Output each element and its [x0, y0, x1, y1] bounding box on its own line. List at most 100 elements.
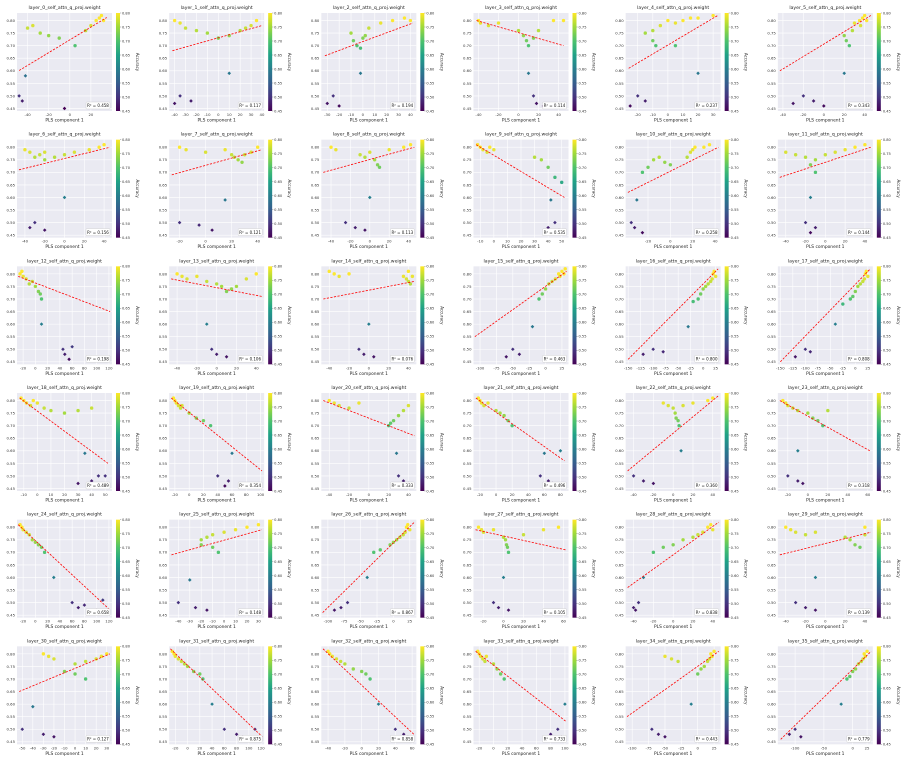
subplot: layer_34_self_attn_q_proj.weight0.450.50… — [615, 638, 748, 757]
y-tick-label: 0.65 — [615, 182, 624, 187]
data-point — [691, 299, 695, 304]
y-tick-label: 0.60 — [463, 322, 472, 327]
y-tick-label: 0.50 — [615, 473, 624, 478]
y-tick-label: 0.65 — [767, 689, 776, 694]
x-tick-label: 80 — [234, 745, 239, 750]
data-point — [57, 36, 61, 40]
data-point — [806, 411, 810, 415]
data-point — [709, 522, 713, 527]
x-tick-label: 40 — [520, 745, 525, 750]
data-point — [823, 153, 828, 157]
x-tick-label: 20 — [45, 619, 50, 624]
colorbar-tick-label: 0.80 — [426, 518, 435, 522]
data-point — [339, 605, 343, 610]
data-point — [205, 31, 210, 35]
data-point — [656, 732, 661, 737]
colorbar — [268, 13, 273, 111]
r2-box — [85, 355, 111, 363]
colorbar-tick-label: 0.45 — [579, 743, 587, 747]
y-tick-label: 0.75 — [463, 284, 472, 289]
colorbar-tick-label: 0.80 — [883, 138, 892, 142]
y-tick-label: 0.50 — [767, 727, 776, 732]
colorbar-tick-label: 0.45 — [883, 489, 891, 493]
colorbar-label: Accuracy — [896, 560, 901, 579]
y-tick-label: 0.45 — [159, 613, 168, 618]
y-tick-label: 0.60 — [615, 322, 624, 327]
data-point — [816, 418, 820, 423]
colorbar-tick-label: 0.70 — [274, 419, 283, 423]
y-tick-label: 0.80 — [159, 271, 168, 276]
colorbar — [116, 519, 120, 618]
colorbar-tick-label: 0.55 — [579, 208, 587, 212]
colorbar-tick-label: 0.75 — [883, 405, 891, 409]
data-point — [99, 13, 104, 18]
y-tick-label: 0.80 — [615, 525, 624, 530]
data-point — [52, 657, 56, 661]
colorbar-tick-label: 0.60 — [274, 321, 283, 325]
data-point — [368, 677, 372, 681]
y-tick-label: 0.70 — [463, 43, 472, 48]
subplot: layer_32_self_attn_q_proj.weight0.450.50… — [311, 638, 444, 757]
data-point — [63, 352, 67, 357]
data-point — [198, 672, 202, 676]
x-tick-label: 100 — [245, 745, 253, 750]
regression-line — [18, 146, 111, 171]
y-tick-label: 0.80 — [463, 18, 472, 23]
data-point — [390, 18, 395, 23]
y-tick-label: 0.45 — [767, 106, 776, 111]
colorbar-tick-label: 0.55 — [274, 715, 282, 719]
data-point — [189, 99, 193, 103]
data-point — [205, 279, 209, 284]
regression-line — [779, 146, 871, 178]
colorbar — [268, 646, 273, 745]
colorbar-tick-label: 0.50 — [274, 475, 283, 479]
r2-box — [238, 228, 263, 236]
data-point — [402, 16, 407, 20]
y-tick-label: 0.80 — [159, 525, 168, 530]
colorbar-tick-label: 0.60 — [122, 574, 131, 578]
y-tick-label: 0.45 — [311, 739, 320, 744]
colorbar-tick-label: 0.65 — [731, 307, 739, 311]
y-tick-label: 0.60 — [311, 68, 320, 73]
x-tick-label: 0 — [517, 112, 520, 117]
data-point — [696, 297, 700, 301]
data-point — [61, 347, 65, 352]
y-tick-label: 0.80 — [767, 18, 776, 23]
x-tick-label: 40 — [210, 745, 215, 750]
data-point — [377, 165, 382, 170]
data-point — [532, 155, 537, 159]
x-tick-label: -50 — [821, 745, 828, 750]
colorbar-tick-label: 0.65 — [122, 53, 130, 57]
x-tick-label: 40 — [57, 619, 62, 624]
colorbar-tick-label: 0.55 — [274, 461, 282, 465]
colorbar-tick-label: 0.55 — [426, 208, 434, 212]
data-point — [172, 18, 177, 23]
data-point — [702, 145, 706, 149]
x-tick-label: 0 — [672, 619, 675, 624]
x-tick-label: -30 — [182, 112, 189, 117]
colorbar-tick-label: 0.75 — [122, 25, 130, 29]
subplot-title: layer_7_self_attn_q_proj.weight — [181, 132, 253, 138]
x-tick-label: 20 — [505, 745, 510, 750]
y-tick-label: 0.75 — [615, 537, 624, 542]
data-point — [526, 71, 531, 76]
colorbar-tick-label: 0.65 — [731, 53, 739, 57]
colorbar — [268, 393, 273, 491]
y-tick-label: 0.50 — [767, 220, 776, 225]
data-point — [858, 23, 863, 28]
data-point — [31, 23, 35, 28]
x-tick-label: -100 — [791, 745, 800, 750]
data-point — [673, 21, 678, 25]
data-point — [793, 354, 798, 359]
data-point — [808, 195, 813, 200]
y-tick-label: 0.50 — [615, 220, 624, 225]
colorbar-tick-label: 0.65 — [579, 307, 587, 311]
colorbar-tick-label: 0.50 — [122, 475, 131, 479]
data-point — [20, 727, 25, 732]
y-tick-label: 0.75 — [767, 537, 776, 542]
y-tick-label: 0.55 — [767, 81, 776, 86]
colorbar-tick-label: 0.70 — [122, 419, 131, 423]
data-point — [558, 448, 563, 453]
colorbar-label: Accuracy — [592, 433, 597, 452]
